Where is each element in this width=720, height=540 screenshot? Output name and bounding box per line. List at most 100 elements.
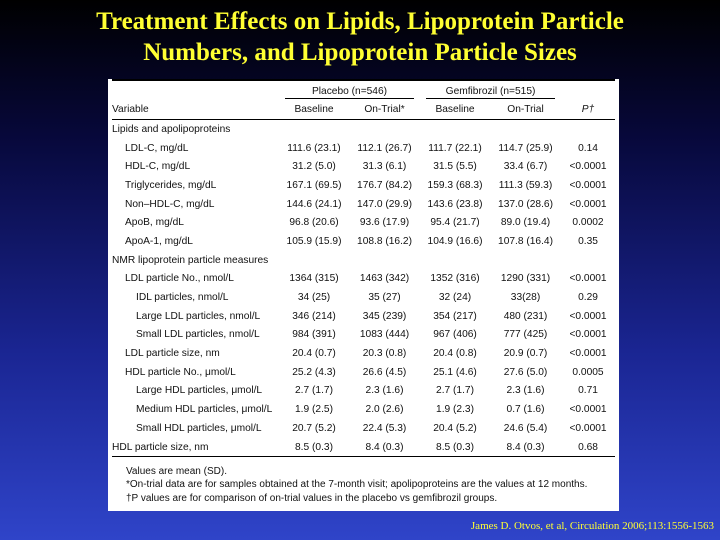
cell-gem-ontrial: 20.9 (0.7) (503, 348, 548, 360)
table-row: Large HDL particles, μmol/L 2.7 (1.7) 2.3 … (112, 382, 615, 401)
row-label: Small HDL particles, μmol/L (136, 422, 262, 434)
cell-placebo-baseline: 1.9 (2.5) (295, 404, 333, 416)
cell-p-value: 0.14 (578, 142, 598, 154)
cell-gem-baseline: 20.4 (5.2) (433, 422, 477, 434)
cell-placebo-baseline: 1364 (315) (289, 273, 339, 285)
slide-title-line-2: Numbers, and Lipoprotein Particle Sizes (143, 39, 577, 66)
column-header-variable: Variable (112, 99, 279, 120)
cell-gem-baseline: 354 (217) (433, 310, 477, 322)
row-label: ApoA-1, mg/dL (125, 235, 193, 247)
cell-placebo-ontrial: 2.3 (1.6) (365, 385, 404, 397)
cell-placebo-ontrial: 345 (239) (362, 310, 407, 322)
table-row: IDL particles, nmol/L 34 (25) 35 (27) 32 (2… (112, 288, 615, 307)
cell-p-value: 0.0002 (572, 217, 604, 229)
cell-placebo-ontrial: 22.4 (5.3) (362, 422, 407, 434)
section-row: NMR lipoprotein particle measures (112, 251, 615, 270)
note-p-values: †P values are for comparison of on-trial… (126, 492, 498, 504)
cell-placebo-baseline: 31.2 (5.0) (292, 161, 336, 173)
cell-p-value: <0.0001 (569, 310, 607, 322)
cell-gem-ontrial: 480 (231) (503, 310, 548, 322)
group-header-gemfibrozil: Gemfibrozil (n=515) (426, 86, 556, 99)
cell-gem-baseline: 20.4 (0.8) (433, 348, 477, 360)
table-row: ApoA-1, mg/dL 105.9 (15.9) 108.8 (16.2) 104… (112, 232, 615, 251)
cell-gem-ontrial: 114.7 (25.9) (498, 142, 553, 154)
cell-placebo-ontrial: 1083 (444) (359, 329, 410, 341)
table-row: HDL-C, mg/dL 31.2 (5.0) 31.3 (6.1) 31.5 (5.… (112, 157, 615, 176)
cell-gem-ontrial: 27.6 (5.0) (503, 366, 548, 378)
row-label: Large HDL particles, μmol/L (136, 385, 263, 397)
cell-placebo-ontrial: 26.6 (4.5) (362, 366, 407, 378)
row-label: HDL-C, mg/dL (125, 161, 191, 173)
cell-placebo-ontrial: 35 (27) (368, 292, 401, 304)
row-label: LDL particle No., nmol/L (125, 273, 234, 285)
cell-gem-baseline: 32 (24) (438, 292, 472, 304)
cell-placebo-baseline: 346 (214) (292, 310, 336, 322)
cell-p-value: 0.71 (578, 385, 598, 397)
table-notes: Values are mean (SD). *On-trial data are… (126, 465, 616, 505)
cell-p-value: <0.0001 (569, 422, 607, 434)
table-row: Small HDL particles, μmol/L 20.7 (5.2) 22.… (112, 419, 615, 438)
cell-placebo-baseline: 20.4 (0.7) (292, 348, 336, 360)
section-label: Lipids and apolipoproteins (112, 123, 231, 135)
table-row: HDL particle No., μmol/L 25.2 (4.3) 26.6 (… (112, 363, 615, 382)
column-header-p-value: P† (561, 99, 616, 120)
cell-placebo-ontrial: 20.3 (0.8) (362, 348, 407, 360)
section-row: Lipids and apolipoproteins (112, 120, 615, 139)
cell-placebo-ontrial: 31.3 (6.1) (362, 161, 407, 173)
cell-gem-baseline: 159.3 (68.3) (427, 179, 483, 191)
cell-placebo-baseline: 144.6 (24.1) (286, 198, 342, 210)
group-header-placebo: Placebo (n=546) (285, 86, 415, 99)
cell-p-value: 0.0005 (572, 366, 604, 378)
table-row: LDL-C, mg/dL 111.6 (23.1) 112.1 (26.7) 111.… (112, 139, 615, 158)
cell-gem-ontrial: 2.3 (1.6) (506, 385, 545, 397)
cell-gem-ontrial: 111.3 (59.3) (498, 179, 553, 191)
section-label: NMR lipoprotein particle measures (112, 254, 269, 266)
cell-gem-baseline: 95.4 (21.7) (430, 217, 480, 229)
cell-gem-baseline: 1352 (316) (430, 273, 480, 285)
column-header-row: Variable Baseline On-Trial* Baseline On-… (112, 99, 616, 120)
row-label: Triglycerides, mg/dL (125, 179, 217, 191)
table-row: LDL particle No., nmol/L 1364 (315) 1463 (… (112, 270, 615, 289)
cell-placebo-ontrial: 112.1 (26.7) (357, 142, 412, 154)
cell-placebo-ontrial: 93.6 (17.9) (359, 217, 410, 229)
cell-placebo-baseline: 2.7 (1.7) (295, 385, 333, 397)
cell-gem-baseline: 111.7 (22.1) (428, 142, 482, 154)
cell-gem-ontrial: 89.0 (19.4) (500, 217, 551, 229)
cell-gem-ontrial: 33.4 (6.7) (503, 161, 548, 173)
cell-placebo-ontrial: 1463 (342) (359, 273, 410, 285)
table-panel: Placebo (n=546) Gemfibrozil (n=515) Vari… (108, 79, 619, 511)
cell-placebo-ontrial: 8.4 (0.3) (349, 437, 421, 458)
cell-gem-ontrial: 0.7 (1.6) (506, 404, 545, 416)
cell-p-value: <0.0001 (569, 161, 607, 173)
row-label: Small LDL particles, nmol/L (136, 329, 260, 341)
cell-placebo-ontrial: 147.0 (29.9) (357, 198, 412, 210)
cell-gem-baseline: 25.1 (4.6) (433, 366, 477, 378)
column-header-placebo-baseline: Baseline (279, 99, 349, 120)
column-header-gem-ontrial: On-Trial (490, 99, 562, 120)
cell-gem-ontrial: 107.8 (16.4) (498, 235, 553, 247)
row-label: Large LDL particles, nmol/L (136, 310, 261, 322)
table-row: HDL particle size, nm 8.5 (0.3) 8.4 (0.3) 8… (112, 437, 616, 458)
cell-gem-ontrial: 1290 (331) (500, 273, 551, 285)
cell-gem-baseline: 967 (406) (433, 329, 477, 341)
column-header-placebo-ontrial: On-Trial* (349, 99, 421, 120)
cell-gem-ontrial: 8.4 (0.3) (490, 437, 562, 458)
row-label: LDL particle size, nm (125, 348, 220, 360)
cell-gem-baseline: 8.5 (0.3) (420, 437, 491, 458)
table-row: ApoB, mg/dL 96.8 (20.6) 93.6 (17.9) 95.4 (2… (112, 213, 615, 232)
cell-p-value: <0.0001 (569, 198, 607, 210)
cell-placebo-ontrial: 176.7 (84.2) (357, 179, 412, 191)
cell-placebo-baseline: 8.5 (0.3) (279, 437, 349, 458)
cell-p-value: <0.0001 (569, 329, 607, 341)
row-label: Medium HDL particles, μmol/L (136, 404, 273, 416)
cell-placebo-baseline: 25.2 (4.3) (292, 366, 336, 378)
table-row: Medium HDL particles, μmol/L 1.9 (2.5) 2.0… (112, 400, 615, 419)
cell-gem-baseline: 143.6 (23.8) (427, 198, 483, 210)
cell-gem-baseline: 104.9 (16.6) (427, 235, 483, 247)
cell-gem-baseline: 31.5 (5.5) (433, 161, 477, 173)
cell-p-value: <0.0001 (569, 348, 607, 360)
slide-title-line-1: Treatment Effects on Lipids, Lipoprotein… (96, 8, 624, 35)
cell-placebo-baseline: 34 (25) (297, 292, 331, 304)
group-header-row: Placebo (n=546) Gemfibrozil (n=515) (112, 79, 616, 99)
cell-p-value: <0.0001 (569, 404, 607, 416)
